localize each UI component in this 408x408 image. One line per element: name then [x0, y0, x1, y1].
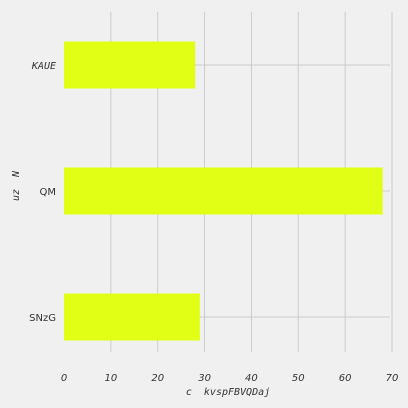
- x-tick-label-1: 10: [104, 373, 117, 384]
- bar-qm: [64, 167, 383, 215]
- x-tick-label-0: 0: [61, 373, 67, 384]
- x-tick-label-5: 50: [292, 373, 305, 384]
- bar-snzg: [64, 293, 200, 341]
- y-tick-label-snzg: SNzG: [29, 313, 56, 324]
- x-tick-label-2: 20: [151, 373, 164, 384]
- x-tick-label-6: 60: [339, 373, 352, 384]
- bar-kaue: [64, 41, 196, 89]
- y-tick-labels: KAUE QM SNzG: [29, 61, 56, 324]
- x-tick-label-4: 40: [245, 373, 258, 384]
- y-tick-label-qm: QM: [40, 187, 57, 198]
- y-axis-label: uz N: [11, 170, 22, 201]
- bars: [64, 41, 383, 341]
- y-tick-label-kaue: KAUE: [31, 61, 56, 72]
- x-axis-label: c kvspFBVQDaj: [186, 387, 270, 398]
- x-tick-labels: 0 10 20 30 40 50 60 70: [61, 373, 399, 384]
- x-tick-label-7: 70: [386, 373, 399, 384]
- x-tick-label-3: 30: [198, 373, 211, 384]
